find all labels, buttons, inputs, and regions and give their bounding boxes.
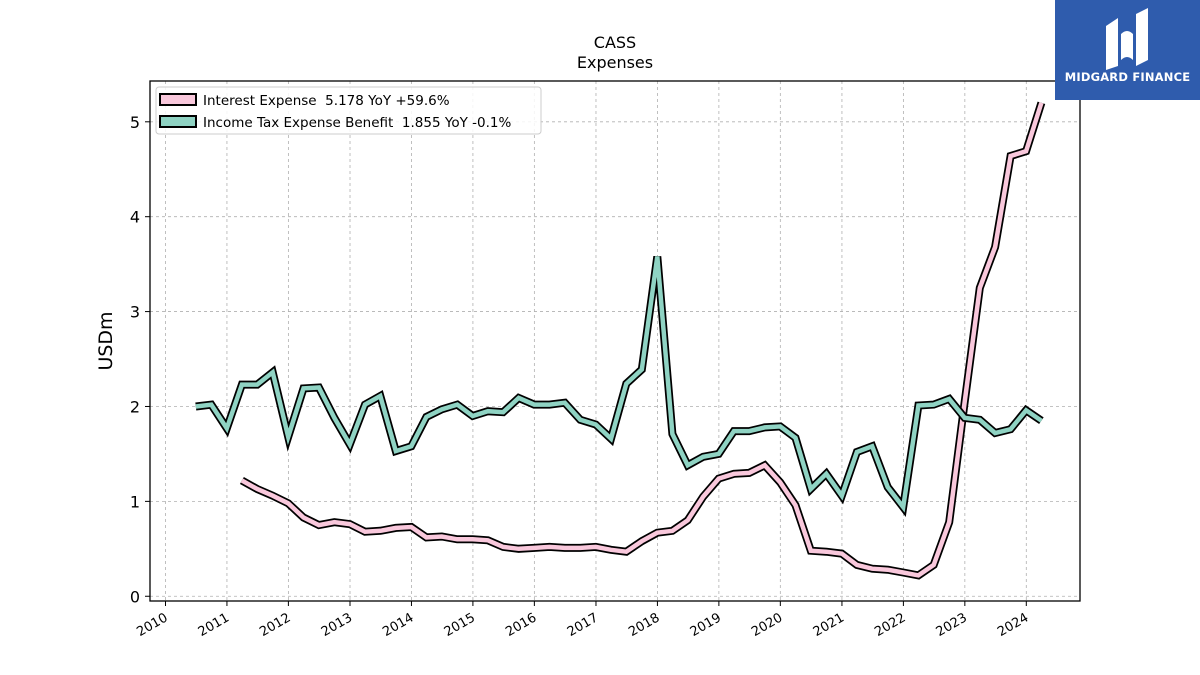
y-tick-label: 2 [130,397,140,416]
y-tick-label: 1 [130,492,140,511]
series-lines [195,101,1046,580]
x-tick-label: 2015 [442,610,478,640]
y-axis-label: USDm [95,311,117,370]
x-tick-label: 2024 [995,610,1031,640]
chart-title: CASS [594,33,636,52]
grid [150,81,1080,601]
brand-logo: MIDGARD FINANCE [1055,0,1200,100]
x-tick-label: 2021 [811,610,847,640]
x-tick-label: 2022 [872,610,908,640]
legend-label-income-tax: Income Tax Expense Benefit 1.855 YoY -0.… [203,115,511,131]
x-tick-label: 2011 [196,610,232,640]
x-tick-label: 2018 [626,610,662,640]
legend-swatch-income-tax [159,115,197,128]
y-tick-label: 4 [130,208,140,227]
x-tick-label: 2014 [380,610,416,640]
x-tick-label: 2013 [319,610,355,640]
x-tick-label: 2012 [257,610,293,640]
x-tick-label: 2020 [749,610,785,640]
legend: Interest Expense 5.178 YoY +59.6% Income… [155,86,542,135]
x-tick-label: 2019 [688,610,724,640]
x-tick-label: 2023 [934,610,970,640]
legend-swatch-interest-expense [159,93,197,106]
midgard-logo-icon [1106,8,1148,70]
series-outline-0 [239,101,1046,580]
legend-box [155,86,542,135]
x-tick-label: 2016 [503,610,539,640]
brand-name: MIDGARD FINANCE [1064,70,1191,84]
chart-subtitle: Expenses [577,53,653,72]
series-outline-1 [195,255,1044,517]
x-tick-label: 2017 [565,610,601,640]
series-line-1 [195,256,1043,513]
plot-frame [149,80,1081,602]
y-tick-label: 5 [130,113,140,132]
x-tick-label: 2010 [134,610,170,640]
y-tick-label: 3 [130,303,140,322]
series-line-0 [240,102,1044,578]
legend-label-interest-expense: Interest Expense 5.178 YoY +59.6% [203,93,450,109]
y-tick-label: 0 [130,587,140,606]
